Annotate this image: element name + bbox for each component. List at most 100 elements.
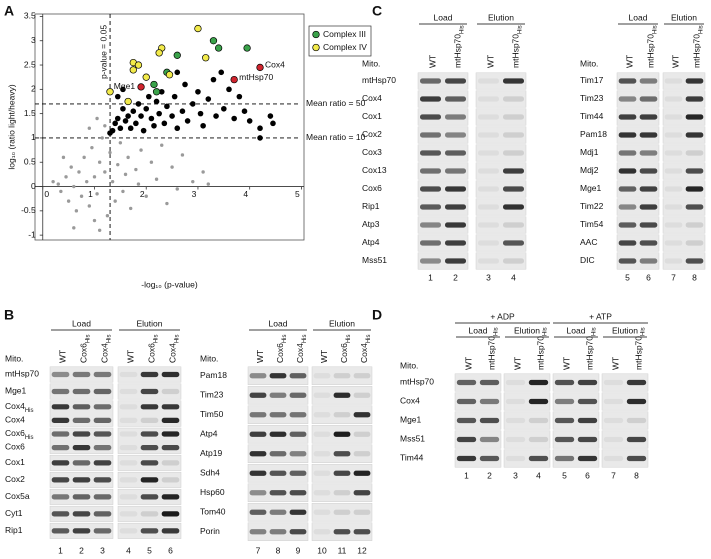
group-label: Elution (671, 12, 697, 22)
row-label: Mge1 (580, 183, 602, 193)
point-label: Cox4 (265, 60, 285, 70)
lane-label-main: WT (428, 55, 438, 68)
row-label-main: Mdj1 (580, 147, 599, 157)
band (269, 451, 287, 457)
band (119, 511, 138, 517)
band (51, 528, 70, 534)
data-point (112, 120, 118, 127)
band (639, 150, 658, 156)
band (445, 96, 466, 102)
row-label-main: Mge1 (400, 415, 422, 425)
band (333, 490, 351, 496)
band (639, 96, 658, 102)
data-point (118, 141, 123, 145)
lane-label-sub: His (153, 334, 159, 343)
band (577, 398, 598, 405)
band (269, 412, 287, 418)
band (528, 436, 549, 443)
band (503, 258, 524, 264)
row-label-main: mtHsp70 (362, 75, 396, 85)
band (313, 373, 331, 379)
band (456, 398, 477, 405)
band (503, 222, 524, 228)
lane-label-main: WT (319, 350, 329, 363)
row-label: Cox5a (5, 491, 30, 501)
data-point (105, 213, 110, 218)
row-label-main: Mge1 (5, 386, 27, 396)
row-label: DIC (580, 255, 595, 265)
row-label-main: Cox3 (362, 147, 382, 157)
lane-label: mtHsp70His (511, 25, 523, 68)
band (289, 451, 307, 457)
data-point (226, 86, 232, 93)
lane-label: mtHsp70His (536, 327, 548, 370)
blot-strip (454, 449, 502, 468)
band (478, 168, 499, 174)
lane-label-main: Cox6 (147, 343, 157, 363)
data-point (148, 115, 155, 122)
blot-strip (616, 216, 660, 234)
lane-label-main: WT (625, 55, 635, 68)
blot-strip (552, 411, 600, 430)
band (249, 490, 267, 496)
band (445, 78, 466, 84)
data-point (146, 93, 152, 100)
lane-label-sub: His (366, 334, 372, 343)
band (269, 529, 287, 535)
band (72, 431, 91, 437)
band (420, 132, 441, 138)
band (479, 436, 500, 443)
band (479, 417, 500, 424)
band (420, 78, 441, 84)
band (249, 509, 267, 515)
band (664, 78, 683, 84)
band (445, 204, 466, 210)
band (140, 445, 159, 451)
data-point (95, 192, 99, 196)
data-point (123, 172, 128, 177)
blot-strip (616, 162, 660, 180)
band (420, 258, 441, 264)
row-label-main: Cox4 (400, 396, 420, 406)
row-label-main: Sdh4 (200, 468, 220, 478)
panel-letter: B (4, 307, 14, 323)
lane-number: 8 (692, 272, 697, 282)
band (528, 417, 549, 424)
data-point (138, 113, 144, 119)
row-label: Cyt1 (5, 508, 23, 518)
lane-label-main: Cox6 (339, 343, 349, 363)
row-label: Tim17 (580, 75, 604, 85)
row-label: Porin (200, 526, 220, 536)
data-point (140, 127, 147, 134)
blot-strip (417, 72, 469, 90)
band (93, 477, 112, 483)
band (478, 150, 499, 156)
row-label-main: mtHsp70 (5, 369, 39, 379)
row-label-main: Atp3 (362, 219, 380, 229)
band (577, 417, 598, 424)
band (603, 379, 624, 386)
band (51, 511, 70, 517)
band (618, 132, 637, 138)
band (618, 186, 637, 192)
data-point (200, 122, 206, 129)
data-point (171, 93, 178, 100)
band (456, 379, 477, 386)
band (119, 460, 138, 466)
band (445, 168, 466, 174)
band (685, 96, 704, 102)
blot-strip (417, 90, 469, 108)
y-tick-label: 3 (31, 35, 36, 45)
band (685, 114, 704, 120)
data-point (160, 143, 164, 147)
band (503, 240, 524, 246)
band (72, 404, 91, 410)
band (161, 388, 180, 395)
band (269, 392, 287, 398)
lane-number: 6 (585, 470, 590, 480)
band (269, 509, 287, 515)
band (456, 436, 477, 443)
data-point (209, 37, 218, 45)
panel-letter: D (372, 307, 382, 323)
data-point (184, 118, 191, 124)
